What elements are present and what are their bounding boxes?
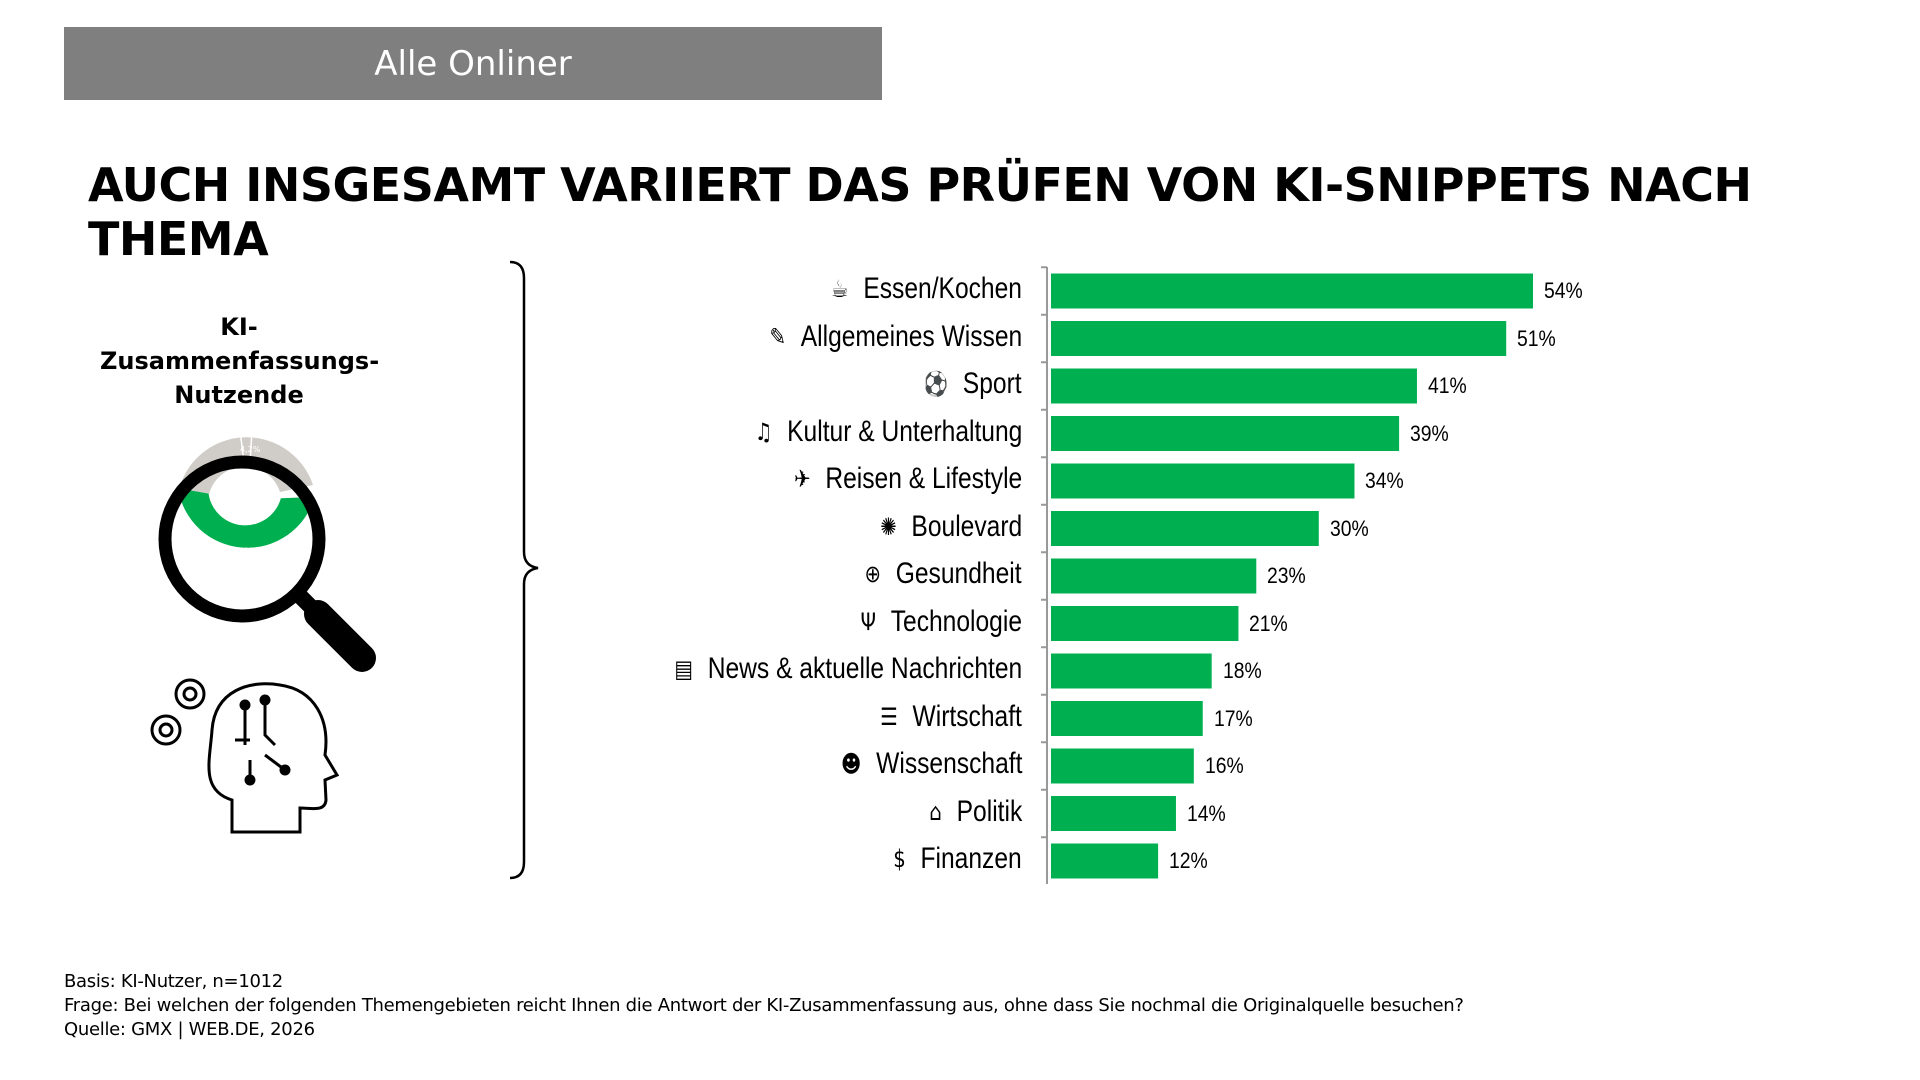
- value-label: 54%: [1544, 278, 1583, 303]
- value-label: 17%: [1213, 705, 1253, 731]
- desk-icon: ✎: [769, 322, 786, 351]
- value-label: 39%: [1410, 420, 1449, 446]
- bar-wirtschaft: [1051, 701, 1203, 736]
- donut-gray-segment: [177, 437, 313, 500]
- bar-gesundheit: [1051, 558, 1257, 594]
- category-label: ☻ Wissenschaft: [840, 744, 1022, 784]
- bar-finanzen: [1051, 843, 1159, 879]
- category-text: Gesundheit: [896, 557, 1022, 590]
- filter-header: Alle Onliner: [64, 27, 882, 100]
- ai-head-icon: [150, 678, 340, 834]
- category-text: Essen/Kochen: [863, 272, 1022, 305]
- bar-reisen-lifestyle: [1051, 463, 1355, 499]
- page-title: AUCH INSGESAMT VARIIERT DAS PRÜFEN VON K…: [88, 158, 1752, 266]
- value-label: 23%: [1267, 563, 1307, 588]
- category-text: News & aktuelle Nachrichten: [707, 652, 1022, 685]
- category-label: ♫ Kultur & Unterhaltung: [754, 412, 1022, 452]
- category-label: ▤ News & aktuelle Nachrichten: [674, 649, 1022, 689]
- bar-politik: [1051, 796, 1176, 831]
- category-label: ⌂ Politik: [929, 792, 1022, 832]
- footnote-basis: Basis: KI-Nutzer, n=1012: [64, 971, 283, 992]
- food-icon: ☕: [830, 275, 849, 303]
- left-illustration: 4,2% 50,6%: [150, 260, 539, 880]
- value-label: 51%: [1517, 325, 1556, 351]
- value-label: 16%: [1204, 753, 1244, 778]
- category-text: Sport: [963, 367, 1022, 400]
- footnote-question: Frage: Bei welchen der folgenden Themeng…: [64, 995, 1464, 1016]
- footnotes: Basis: KI-Nutzer, n=1012 Frage: Bei welc…: [64, 970, 1464, 1042]
- newspaper-icon: ▤: [674, 655, 693, 683]
- segment-label: KI- Zusammenfassungs- Nutzende: [100, 310, 380, 412]
- gear-icon: [150, 714, 182, 746]
- usb-icon: Ψ: [860, 607, 876, 636]
- segment-label-line: Nutzende: [174, 381, 304, 409]
- category-label: ☕ Essen/Kochen: [831, 269, 1022, 309]
- filter-header-label: Alle Onliner: [374, 43, 572, 84]
- category-label: ⚽ Sport: [924, 364, 1022, 404]
- bar-sport: [1051, 368, 1417, 404]
- donut-chart: 4,2% 50,6%: [177, 429, 315, 557]
- value-label: 12%: [1169, 848, 1208, 873]
- brain-icon: ☻: [840, 750, 861, 778]
- category-label: ✈ Reisen & Lifestyle: [794, 459, 1022, 499]
- curly-brace: [509, 260, 539, 880]
- category-label: ⊕ Gesundheit: [865, 554, 1022, 594]
- category-label: ✎ Allgemeines Wissen: [769, 317, 1022, 357]
- category-text: Reisen & Lifestyle: [825, 462, 1022, 495]
- value-label: 14%: [1186, 800, 1226, 826]
- value-label: 18%: [1222, 658, 1262, 683]
- soccer-ball-icon: ⚽: [923, 370, 949, 398]
- coins-icon: ☰: [880, 702, 898, 731]
- bar-news-aktuelle-nachrichten: [1051, 653, 1212, 689]
- segment-label-line: Zusammenfassungs-: [100, 347, 380, 375]
- money-icon: $: [893, 845, 907, 873]
- category-text: Technologie: [890, 604, 1022, 638]
- category-text: Wirtschaft: [912, 699, 1022, 733]
- category-label: Ψ Technologie: [860, 602, 1022, 642]
- category-text: Politik: [956, 794, 1022, 828]
- bar-allgemeines-wissen: [1051, 321, 1507, 356]
- value-label: 41%: [1427, 373, 1467, 398]
- donut-label-green: 50,6%: [222, 547, 253, 557]
- van-icon: ✈: [793, 465, 811, 493]
- value-label: 21%: [1249, 610, 1289, 636]
- donut-label-gray-top: 4,2%: [240, 445, 261, 454]
- category-text: Boulevard: [911, 509, 1022, 543]
- health-cross-icon: ⊕: [864, 560, 882, 588]
- bar-boulevard: [1051, 511, 1319, 546]
- bar-wissenschaft: [1051, 748, 1194, 784]
- segment-label-line: KI-: [220, 313, 258, 341]
- category-label: $ Finanzen: [894, 839, 1022, 879]
- value-label: 30%: [1329, 515, 1369, 541]
- popcorn-icon: ♫: [754, 417, 773, 446]
- category-label: ☰ Wirtschaft: [880, 697, 1022, 737]
- bar-technologie: [1051, 606, 1239, 641]
- bar-essen-kochen: [1051, 273, 1533, 309]
- bar-kultur-unterhaltung: [1051, 416, 1400, 451]
- megaphone-icon: ✺: [879, 512, 897, 541]
- category-text: Allgemeines Wissen: [800, 319, 1022, 353]
- government-building-icon: ⌂: [929, 797, 942, 826]
- footnote-source: Quelle: GMX | WEB.DE, 2026: [64, 1019, 315, 1040]
- category-text: Finanzen: [920, 842, 1022, 875]
- category-text: Kultur & Unterhaltung: [786, 414, 1022, 448]
- donut-green-segment: [178, 488, 315, 548]
- magnifier-icon: [158, 455, 376, 672]
- category-label: ✺ Boulevard: [880, 507, 1022, 547]
- category-text: Wissenschaft: [875, 747, 1022, 780]
- gear-icon: [174, 678, 206, 710]
- value-label: 34%: [1365, 468, 1405, 493]
